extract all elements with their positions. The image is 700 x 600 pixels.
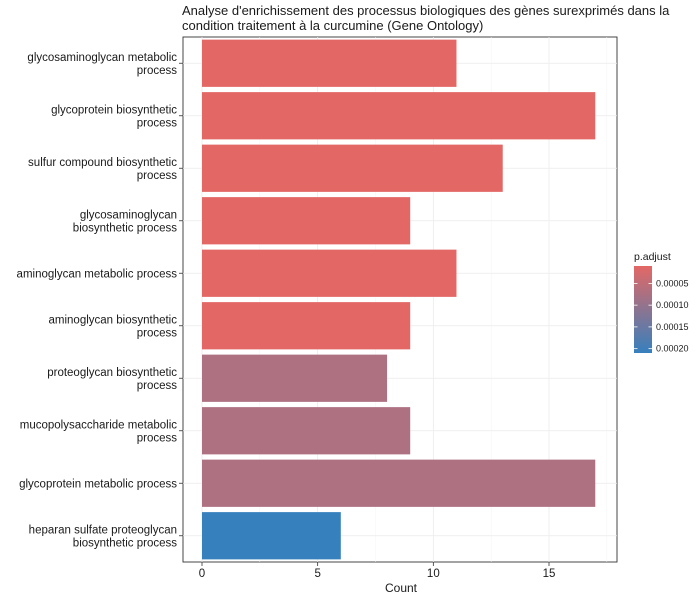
- bar: [202, 354, 388, 402]
- legend-label: 0.00015: [656, 322, 689, 332]
- y-tick-label: mucopolysaccharide metabolic: [20, 419, 177, 431]
- legend-label: 0.00010: [656, 300, 689, 310]
- legend-label: 0.00020: [656, 344, 689, 354]
- y-tick-label: glycosaminoglycan: [80, 209, 177, 221]
- bar: [202, 302, 411, 350]
- y-tick-label: process: [137, 170, 178, 182]
- bar: [202, 512, 341, 560]
- bar: [202, 197, 411, 245]
- y-tick-label: glycosaminoglycan metabolic: [27, 52, 177, 64]
- y-tick-label: sulfur compound biosynthetic: [28, 157, 177, 169]
- y-tick-label: heparan sulfate proteoglycan: [29, 524, 177, 536]
- y-tick-label: aminoglycan metabolic process: [17, 268, 178, 280]
- x-axis-ticks: 0 5 10 15: [199, 562, 556, 580]
- x-axis-title: Count: [385, 581, 418, 595]
- y-tick-label: biosynthetic process: [73, 537, 177, 549]
- y-tick-label: glycoprotein metabolic process: [19, 478, 177, 490]
- x-tick-label: 15: [543, 568, 556, 580]
- chart-title-line-1: Analyse d'enrichissement des processus b…: [182, 3, 670, 18]
- y-axis-labels: glycosaminoglycan metabolicprocessglycop…: [17, 52, 183, 549]
- bar: [202, 249, 457, 297]
- y-tick-label: process: [137, 65, 178, 77]
- bar: [202, 144, 503, 192]
- y-tick-label: aminoglycan biosynthetic: [49, 314, 178, 326]
- legend: p.adjust 0.00005 0.00010 0.00015 0.00020: [634, 251, 689, 354]
- x-tick-label: 0: [199, 568, 205, 580]
- bar: [202, 459, 596, 507]
- y-tick-label: process: [137, 432, 178, 444]
- chart-title-line-2: condition traitement à la curcumine (Gen…: [182, 18, 483, 33]
- legend-title: p.adjust: [634, 251, 671, 263]
- legend-label: 0.00005: [656, 278, 689, 288]
- y-tick-label: process: [137, 380, 178, 392]
- legend-colorbar: [634, 266, 652, 353]
- y-tick-label: proteoglycan biosynthetic: [47, 367, 177, 379]
- y-tick-label: glycoprotein biosynthetic: [51, 104, 177, 116]
- x-tick-label: 5: [314, 568, 320, 580]
- bar: [202, 92, 596, 140]
- bars: [202, 39, 596, 560]
- legend-ticks: 0.00005 0.00010 0.00015 0.00020: [634, 278, 689, 354]
- y-tick-label: biosynthetic process: [73, 222, 177, 234]
- bar: [202, 39, 457, 87]
- y-tick-label: process: [137, 117, 178, 129]
- y-tick-label: process: [137, 327, 178, 339]
- bar: [202, 407, 411, 455]
- x-tick-label: 10: [427, 568, 440, 580]
